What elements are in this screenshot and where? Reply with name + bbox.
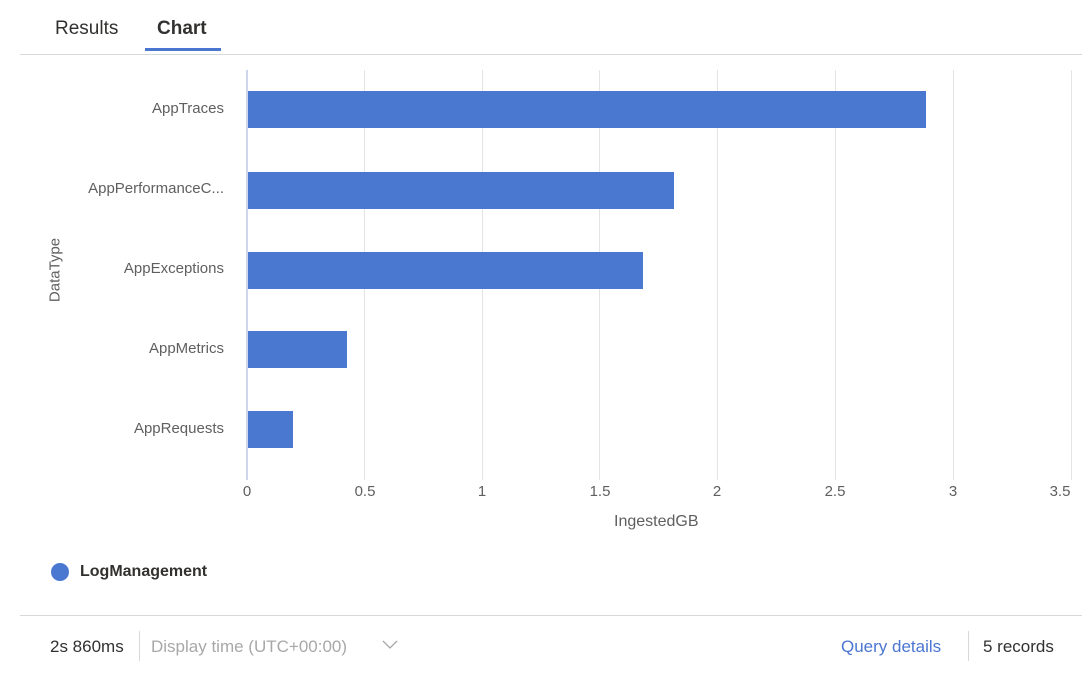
x-tick-label: 0.5 <box>354 483 376 500</box>
chevron-down-icon[interactable] <box>382 636 398 652</box>
active-tab-indicator <box>145 48 221 51</box>
bar[interactable] <box>248 91 926 128</box>
x-tick-label: 2 <box>712 483 722 500</box>
x-axis-title: IngestedGB <box>614 513 699 530</box>
x-tick-label: 3 <box>948 483 958 500</box>
tab-chart[interactable]: Chart <box>157 18 207 39</box>
bar[interactable] <box>248 411 293 448</box>
record-count: 5 records <box>983 637 1054 656</box>
tab-results[interactable]: Results <box>55 18 119 39</box>
status-footer: 2s 860ms Display time (UTC+00:00) Query … <box>20 615 1082 678</box>
gridline <box>835 70 836 480</box>
bar-chart: DataType AppTraces AppPerformanceC... Ap… <box>46 70 1072 530</box>
legend-item[interactable]: LogManagement <box>51 563 207 581</box>
category-label: AppMetrics <box>148 340 224 357</box>
legend-label: LogManagement <box>80 563 208 580</box>
x-tick-label: 1.5 <box>589 483 611 500</box>
category-label: AppPerformanceC... <box>88 180 224 197</box>
query-duration: 2s 860ms <box>50 637 124 656</box>
category-label: AppTraces <box>152 100 224 117</box>
x-tick-label: 2.5 <box>824 483 846 500</box>
x-tick-label: 3.5 <box>1049 483 1071 500</box>
category-label: AppExceptions <box>123 260 224 277</box>
gridline <box>1071 70 1072 480</box>
tab-bar: Results Chart <box>20 0 1082 55</box>
divider <box>968 631 969 661</box>
bar[interactable] <box>248 172 674 209</box>
x-axis-line <box>246 70 248 480</box>
display-time-dropdown[interactable]: Display time (UTC+00:00) <box>151 637 348 656</box>
query-details-link[interactable]: Query details <box>841 637 942 656</box>
gridline <box>953 70 954 480</box>
legend-dot-icon <box>51 563 69 581</box>
category-label: AppRequests <box>133 420 224 437</box>
divider <box>139 631 140 661</box>
y-axis-title: DataType <box>46 237 64 303</box>
x-tick-label: 1 <box>477 483 487 500</box>
bar[interactable] <box>248 252 643 289</box>
gridline <box>717 70 718 480</box>
x-tick-label: 0 <box>242 483 252 500</box>
bar[interactable] <box>248 331 347 368</box>
